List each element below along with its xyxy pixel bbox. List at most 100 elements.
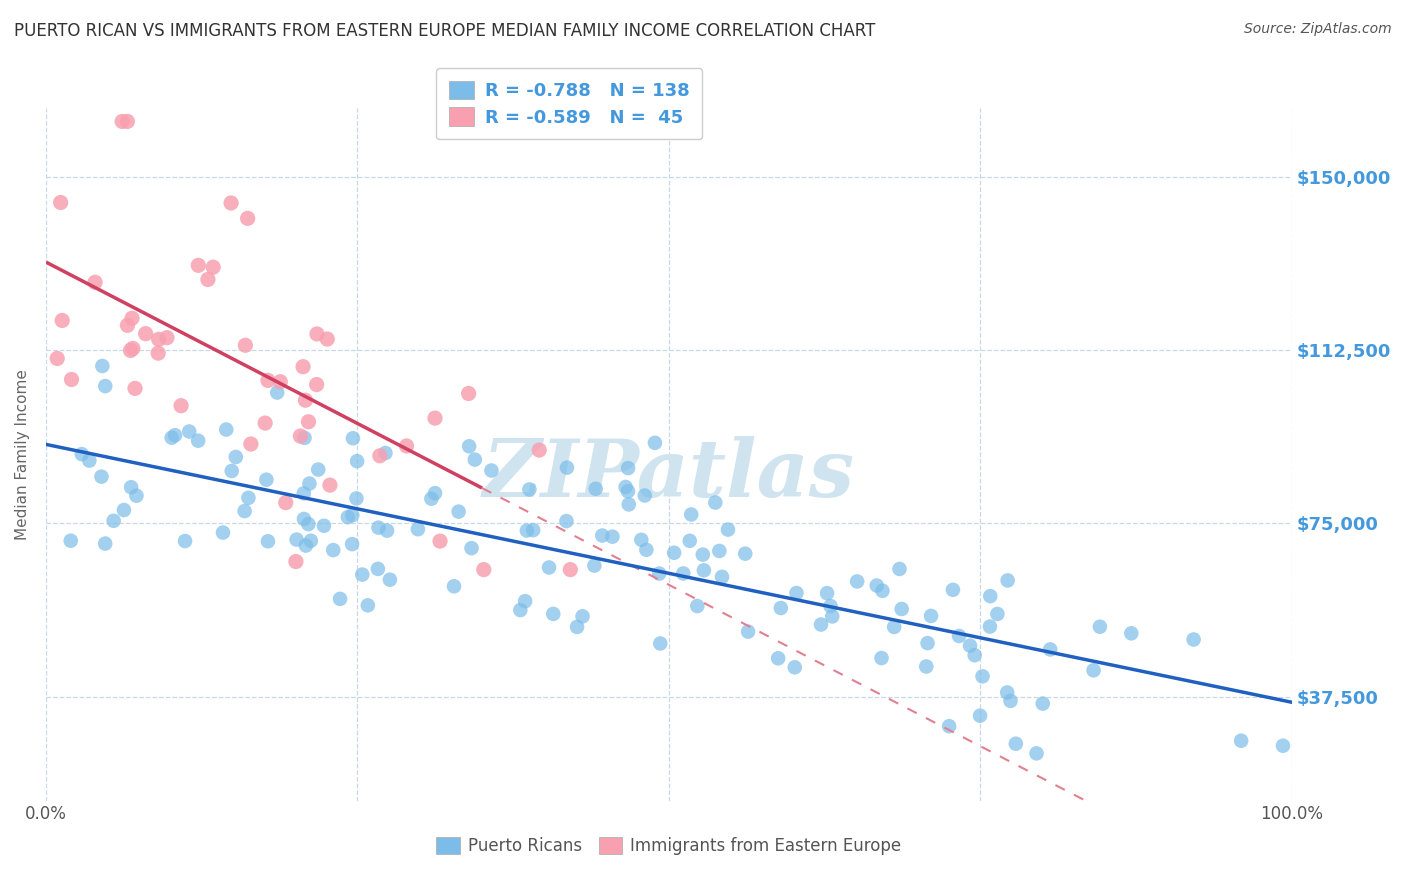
Point [672, 566, 695, 581]
Point [614, 480, 637, 494]
Point [84, 275, 107, 289]
Point [295, 539, 318, 553]
Point [269, 375, 291, 389]
Point [472, 563, 495, 577]
Point [125, 489, 148, 503]
Point [219, 196, 242, 211]
Point [292, 486, 315, 500]
Point [516, 524, 538, 538]
Point [120, 343, 142, 358]
Point [1088, 620, 1111, 634]
Point [46, 351, 69, 366]
Point [257, 534, 280, 549]
Point [1083, 663, 1105, 677]
Point [429, 534, 451, 549]
Point [979, 589, 1001, 603]
Point [662, 546, 685, 560]
Point [70, 447, 93, 461]
Point [221, 464, 243, 478]
Point [1032, 697, 1054, 711]
Point [870, 651, 893, 665]
Point [79, 453, 101, 467]
Point [872, 583, 894, 598]
Point [346, 454, 368, 468]
Point [94, 536, 117, 550]
Point [636, 542, 658, 557]
Point [91, 359, 114, 373]
Point [617, 497, 640, 511]
Point [769, 601, 792, 615]
Point [179, 425, 201, 439]
Point [515, 594, 537, 608]
Point [527, 443, 550, 458]
Point [997, 574, 1019, 588]
Point [560, 563, 582, 577]
Point [254, 473, 277, 487]
Point [555, 460, 578, 475]
Point [187, 258, 209, 272]
Point [294, 431, 316, 445]
Point [457, 386, 479, 401]
Point [820, 599, 842, 613]
Point [212, 525, 235, 540]
Point [225, 450, 247, 464]
Point [111, 114, 134, 128]
Point [537, 560, 560, 574]
Point [299, 533, 322, 548]
Point [117, 114, 139, 128]
Point [602, 530, 624, 544]
Point [704, 495, 727, 509]
Point [481, 463, 503, 477]
Point [297, 517, 319, 532]
Point [292, 359, 315, 374]
Point [679, 533, 702, 548]
Point [49, 195, 72, 210]
Point [942, 582, 965, 597]
Point [972, 669, 994, 683]
Point [135, 326, 157, 341]
Point [821, 609, 844, 624]
Point [367, 562, 389, 576]
Point [60, 372, 83, 386]
Point [374, 446, 396, 460]
Point [995, 685, 1018, 699]
Point [693, 563, 716, 577]
Point [630, 533, 652, 547]
Point [522, 523, 544, 537]
Text: PUERTO RICAN VS IMMIGRANTS FROM EASTERN EUROPE MEDIAN FAMILY INCOME CORRELATION : PUERTO RICAN VS IMMIGRANTS FROM EASTERN … [14, 22, 876, 40]
Point [285, 533, 308, 547]
Point [785, 586, 807, 600]
Point [266, 385, 288, 400]
Point [1005, 737, 1028, 751]
Point [734, 547, 756, 561]
Point [709, 544, 731, 558]
Point [378, 573, 401, 587]
Point [312, 518, 335, 533]
Point [342, 431, 364, 445]
Point [866, 578, 889, 592]
Point [103, 514, 125, 528]
Point [883, 620, 905, 634]
Point [681, 508, 703, 522]
Point [959, 639, 981, 653]
Point [290, 429, 312, 443]
Point [541, 607, 564, 621]
Point [737, 624, 759, 639]
Point [464, 452, 486, 467]
Point [148, 332, 170, 346]
Point [1182, 632, 1205, 647]
Point [423, 411, 446, 425]
Point [367, 521, 389, 535]
Point [986, 607, 1008, 621]
Point [810, 617, 832, 632]
Point [634, 488, 657, 502]
Point [254, 416, 277, 430]
Point [368, 449, 391, 463]
Point [187, 434, 209, 448]
Point [215, 423, 238, 437]
Point [458, 439, 481, 453]
Point [585, 482, 607, 496]
Point [979, 619, 1001, 633]
Point [329, 591, 352, 606]
Point [236, 211, 259, 226]
